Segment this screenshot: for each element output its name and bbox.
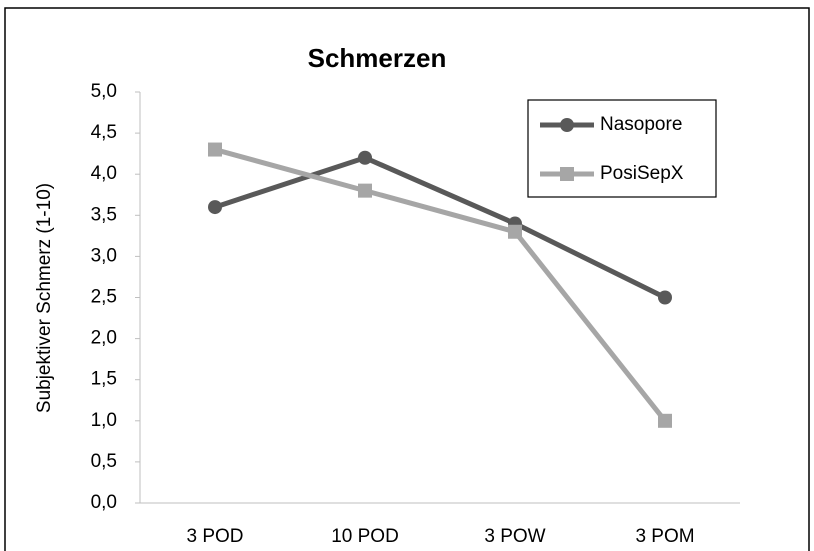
y-axis-label: Subjektiver Schmerz (1-10)	[34, 183, 55, 413]
legend-box	[527, 99, 717, 198]
y-tick-label: 0,5	[91, 451, 117, 472]
marker	[208, 142, 222, 157]
y-tick-label: 4,0	[91, 163, 117, 184]
series-line	[214, 147, 667, 423]
x-tick-label: 3 POM	[635, 526, 694, 547]
marker	[658, 290, 672, 305]
marker	[658, 413, 672, 428]
y-tick-label: 1,5	[91, 369, 117, 390]
y-tick-label: 4,5	[91, 122, 117, 143]
marker	[508, 224, 522, 239]
y-tick-label: 2,0	[91, 328, 117, 349]
y-tick-label: 0,0	[91, 492, 117, 513]
y-tick-label: 3,0	[91, 245, 117, 266]
y-tick-label: 3,5	[91, 204, 117, 225]
legend-marker	[560, 118, 574, 132]
x-tick-label: 3 POD	[186, 526, 243, 547]
marker	[358, 150, 372, 165]
x-tick-label: 3 POW	[484, 526, 545, 547]
legend-marker	[560, 167, 574, 181]
x-tick-label: 10 POD	[331, 526, 399, 547]
legend-label: PosiSepX	[600, 163, 684, 184]
chart-title: Schmerzen	[308, 43, 447, 73]
legend-label: Nasopore	[600, 114, 682, 135]
marker	[208, 200, 222, 215]
marker	[358, 183, 372, 198]
series-line	[214, 155, 667, 300]
y-tick-label: 2,5	[91, 287, 117, 308]
chart-border	[4, 7, 810, 551]
y-tick-label: 5,0	[91, 81, 117, 102]
y-tick-label: 1,0	[91, 410, 117, 431]
